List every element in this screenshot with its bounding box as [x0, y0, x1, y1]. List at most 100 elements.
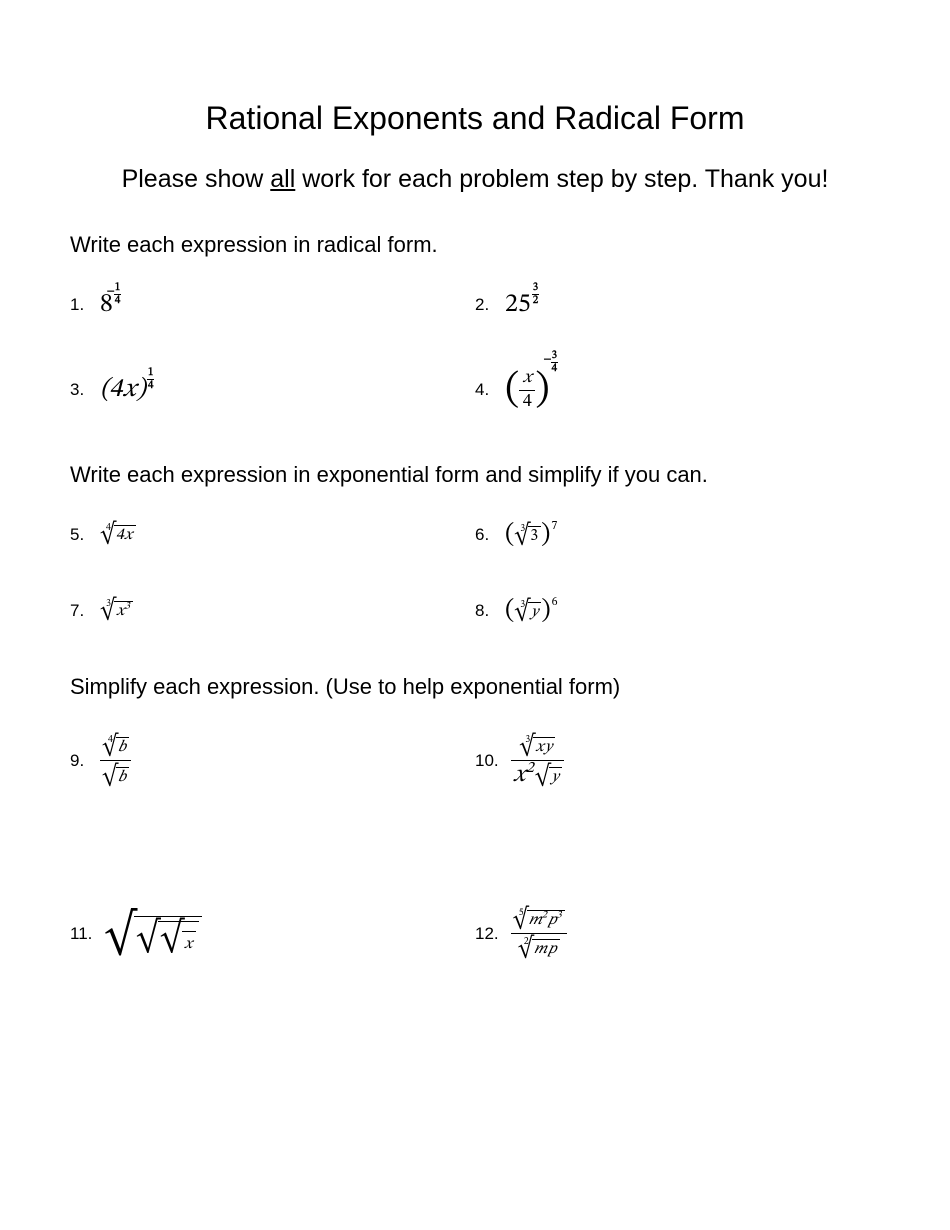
- q10-top-radical: 3 √ 𝑥𝑦: [519, 737, 555, 755]
- problem-11: 11. √ √ √ 𝑥: [70, 907, 475, 960]
- q8-number: 8.: [475, 601, 493, 621]
- row-3-4: 3. (4𝑥)14 4. ( 𝑥 4 ) −34: [70, 368, 880, 412]
- problem-3: 3. (4𝑥)14: [70, 368, 475, 412]
- row-9-10: 9. 4 √ 𝑏 √ 𝑏 10.: [70, 734, 880, 787]
- q7-number: 7.: [70, 601, 88, 621]
- q11-inner-radicand: 𝑥: [182, 931, 196, 952]
- q2-expression: 2532: [505, 292, 539, 318]
- problem-10: 10. 3 √ 𝑥𝑦 𝑥2 √ 𝑦: [475, 734, 880, 787]
- q12-bot-radical: 2 √ 𝑚𝑝: [518, 939, 560, 957]
- q11-middle-radical: √ √ 𝑥: [136, 921, 199, 952]
- problem-6: 6. ( 3 √ 3 )7: [475, 522, 880, 548]
- q4-frac-bot: 4: [519, 391, 535, 413]
- q1-exp-num: 1: [114, 282, 121, 295]
- q8-outer-exp: 6: [552, 596, 558, 608]
- q3-expression: (4𝑥)14: [100, 377, 154, 403]
- q7-body-base: 𝑥: [116, 603, 125, 619]
- q5-expression: 4 √ 4𝑥: [100, 525, 136, 545]
- q2-exp-num: 3: [532, 282, 539, 295]
- problem-2: 2. 2532: [475, 292, 880, 318]
- problem-12: 12. 5 √ 𝑚2𝑝3 2 √ 𝑚𝑝: [475, 907, 880, 960]
- q1-exponent: −14: [114, 282, 121, 306]
- q11-inner-radical: √ 𝑥: [160, 926, 196, 952]
- q12-top-radicand: 𝑚2𝑝3: [527, 910, 565, 928]
- q4-fraction: 𝑥 4: [519, 368, 535, 412]
- q12-top-radical: 5 √ 𝑚2𝑝3: [513, 910, 565, 928]
- q4-exp-num: 3: [551, 350, 558, 363]
- q5-radicand: 4𝑥: [114, 525, 136, 543]
- q6-number: 6.: [475, 525, 493, 545]
- problem-9: 9. 4 √ 𝑏 √ 𝑏: [70, 734, 475, 787]
- instructions-underlined: all: [270, 165, 295, 193]
- q2-exponent: 32: [532, 282, 539, 306]
- q1-exp-sign: −: [107, 286, 115, 298]
- problem-7: 7. 3 √ 𝑥3: [70, 598, 475, 624]
- q12-top-b2: 𝑝: [547, 912, 557, 928]
- q11-expression: √ √ √ 𝑥: [104, 916, 201, 952]
- q5-radical: 4 √ 4𝑥: [100, 525, 136, 543]
- q12-bot-radicand: 𝑚𝑝: [532, 939, 560, 957]
- q2-base: 25: [505, 292, 531, 318]
- q4-exp-sign: −: [544, 354, 552, 366]
- section-3-heading: Simplify each expression. (Use to help e…: [70, 674, 880, 700]
- q8-radicand: 𝑦: [528, 602, 541, 620]
- q10-number: 10.: [475, 751, 499, 771]
- problem-5: 5. 4 √ 4𝑥: [70, 522, 475, 548]
- q10-bot-base: 𝑥: [513, 763, 526, 787]
- q4-number: 4.: [475, 380, 493, 400]
- q7-radicand: 𝑥3: [114, 601, 133, 619]
- q9-top-radicand: 𝑏: [116, 737, 129, 755]
- q11-number: 11.: [70, 924, 92, 944]
- q4-exponent: −34: [551, 350, 558, 374]
- instructions-pre: Please show: [122, 165, 271, 193]
- q3-number: 3.: [70, 380, 88, 400]
- q4-exp-den: 4: [551, 363, 558, 375]
- q12-fraction: 5 √ 𝑚2𝑝3 2 √ 𝑚𝑝: [511, 907, 567, 960]
- q7-body-exp: 3: [125, 602, 130, 612]
- row-7-8: 7. 3 √ 𝑥3 8. ( 3 √ 𝑦 )6: [70, 598, 880, 624]
- q4-paren-frac: ( 𝑥 4 ): [505, 368, 550, 412]
- q7-expression: 3 √ 𝑥3: [100, 601, 133, 621]
- q6-outer-exp: 7: [551, 520, 557, 532]
- q9-expression: 4 √ 𝑏 √ 𝑏: [100, 734, 131, 787]
- q3-exp-den: 4: [147, 380, 154, 392]
- q4-frac-top: 𝑥: [519, 368, 535, 391]
- q6-radicand: 3: [528, 526, 541, 544]
- q3-exp-num: 1: [147, 367, 154, 380]
- problem-4: 4. ( 𝑥 4 ) −34: [475, 368, 880, 412]
- q10-top-radicand: 𝑥𝑦: [533, 737, 555, 755]
- q1-number: 1.: [70, 295, 88, 315]
- q3-exponent: 14: [147, 367, 154, 391]
- section-1-heading: Write each expression in radical form.: [70, 232, 880, 258]
- q9-bot-radicand: 𝑏: [116, 767, 129, 785]
- section-2-heading: Write each expression in exponential for…: [70, 462, 880, 488]
- q12-top-e2: 3: [557, 911, 562, 921]
- row-11-12: 11. √ √ √ 𝑥 12.: [70, 907, 880, 960]
- q12-top-b1: 𝑚: [529, 912, 542, 928]
- q9-top-radical: 4 √ 𝑏: [102, 737, 129, 755]
- q4-expression: ( 𝑥 4 ) −34: [505, 368, 558, 412]
- q1-expression: 8−14: [100, 292, 121, 318]
- q11-outer-radical: √ √ √ 𝑥: [104, 916, 201, 952]
- q3-base: (4𝑥): [100, 377, 146, 403]
- instructions-post: work for each problem step by step. Than…: [295, 165, 828, 193]
- problem-1: 1. 8−14: [70, 292, 475, 318]
- q2-number: 2.: [475, 295, 493, 315]
- q9-fraction: 4 √ 𝑏 √ 𝑏: [100, 734, 131, 787]
- q9-number: 9.: [70, 751, 88, 771]
- instructions: Please show all work for each problem st…: [70, 165, 880, 194]
- q10-bot-exp: 2: [526, 760, 534, 776]
- q1-exp-den: 4: [114, 295, 121, 307]
- q10-fraction: 3 √ 𝑥𝑦 𝑥2 √ 𝑦: [511, 734, 564, 787]
- row-5-6: 5. 4 √ 4𝑥 6. ( 3 √ 3 )7: [70, 522, 880, 548]
- q7-radical: 3 √ 𝑥3: [100, 601, 133, 619]
- row-1-2: 1. 8−14 2. 2532: [70, 292, 880, 318]
- q2-exp-den: 2: [532, 295, 539, 307]
- page-title: Rational Exponents and Radical Form: [70, 100, 880, 137]
- q9-bot-radical: √ 𝑏: [102, 767, 129, 785]
- q6-radical: 3 √ 3: [514, 526, 541, 544]
- q6-expression: ( 3 √ 3 )7: [505, 522, 557, 548]
- q8-radical: 3 √ 𝑦: [514, 602, 541, 620]
- q5-number: 5.: [70, 525, 88, 545]
- q10-bot-radical: √ 𝑦: [535, 767, 562, 785]
